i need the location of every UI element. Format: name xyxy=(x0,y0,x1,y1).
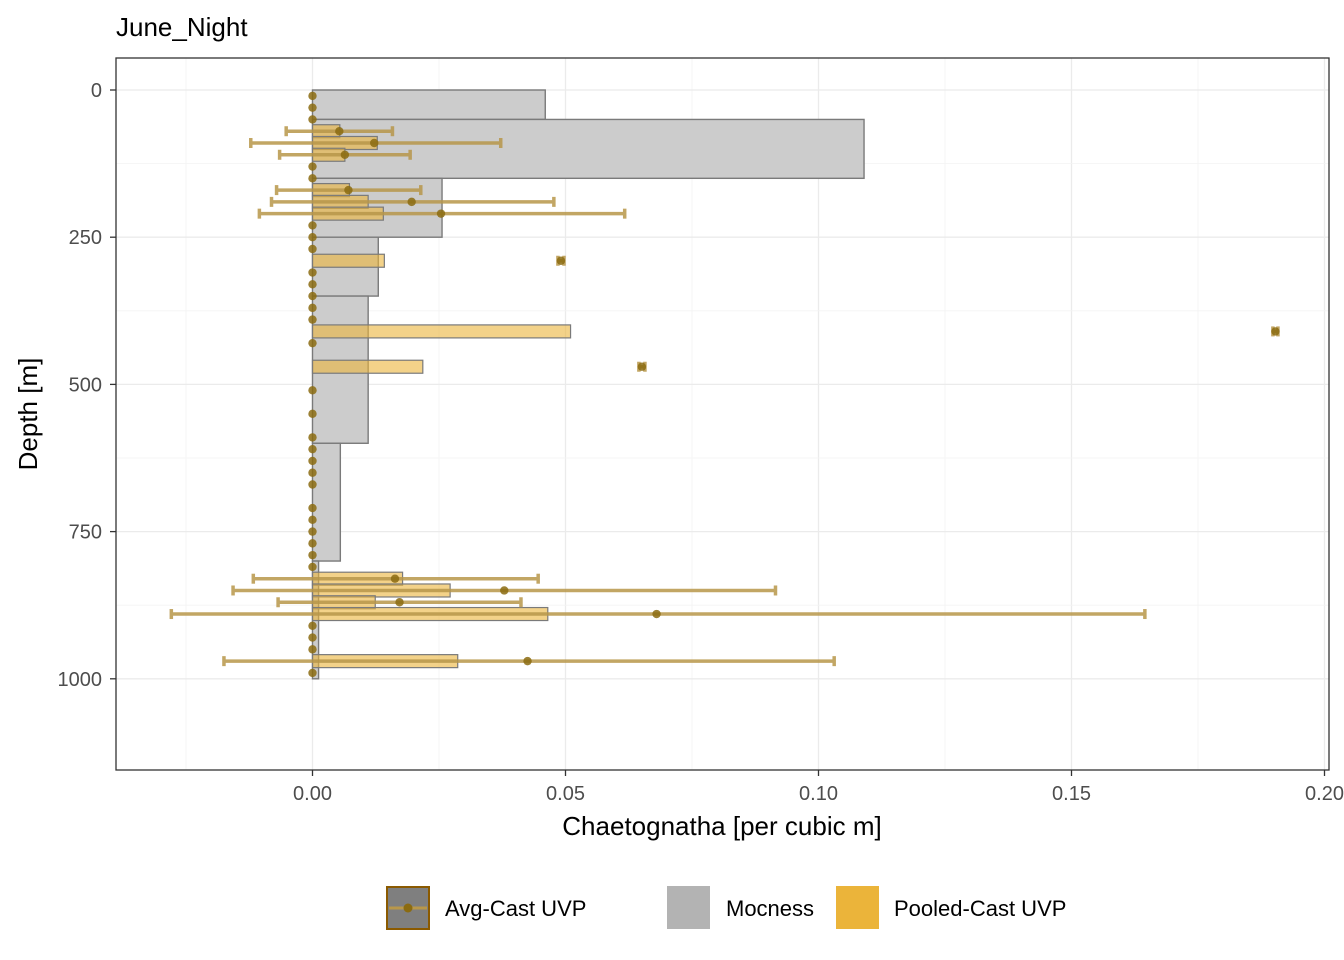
avg-cast-uvp-point xyxy=(308,527,317,536)
avg-cast-uvp-point xyxy=(308,268,317,277)
avg-cast-uvp-point xyxy=(436,209,446,218)
avg-cast-uvp-point xyxy=(556,256,566,265)
avg-cast-uvp-point xyxy=(308,221,317,230)
avg-cast-uvp-point xyxy=(308,174,317,183)
x-tick-label: 0.20 xyxy=(1305,783,1344,805)
avg-cast-uvp-point xyxy=(308,633,317,642)
y-tick-label: 0 xyxy=(91,80,102,102)
avg-cast-uvp-point xyxy=(308,291,317,301)
avg-cast-uvp-point xyxy=(308,621,317,631)
avg-cast-uvp-point xyxy=(652,609,661,619)
avg-cast-uvp-point xyxy=(308,386,317,395)
y-tick-label: 750 xyxy=(69,522,102,544)
x-tick-label: 0.00 xyxy=(293,783,332,805)
avg-cast-uvp-point xyxy=(308,539,317,548)
avg-cast-uvp-point xyxy=(308,503,317,513)
avg-cast-uvp-point xyxy=(308,433,317,442)
x-tick-label: 0.15 xyxy=(1052,783,1091,805)
pooled-cast-uvp-bar xyxy=(311,359,424,374)
x-axis-title: Chaetognatha [per cubic m] xyxy=(562,811,881,841)
avg-cast-uvp-point xyxy=(1271,327,1280,336)
legend-label-pooled-cast-uvp: Pooled-Cast UVP xyxy=(894,896,1066,921)
avg-cast-uvp-point xyxy=(335,127,344,136)
avg-cast-uvp-point xyxy=(523,656,532,666)
avg-cast-uvp-point xyxy=(308,468,317,477)
mocness-bar xyxy=(311,89,546,121)
mocness-bar xyxy=(311,118,865,180)
x-tick-label: 0.10 xyxy=(799,783,838,805)
legend-key-mocness xyxy=(667,886,710,929)
avg-cast-uvp-point xyxy=(308,515,317,525)
y-tick-label: 250 xyxy=(69,227,102,249)
pooled-cast-uvp-bar xyxy=(311,324,572,339)
avg-cast-uvp-point xyxy=(308,162,317,171)
avg-cast-uvp-points xyxy=(308,91,1280,678)
legend-key-pooled-cast-uvp xyxy=(836,886,879,929)
x-axis-ticks: 0.00 0.05 0.10 0.15 0.20 xyxy=(293,770,1344,805)
avg-cast-uvp-point xyxy=(308,315,317,324)
avg-cast-uvp-point xyxy=(308,409,317,419)
mocness-bar xyxy=(311,442,342,562)
avg-cast-uvp-point xyxy=(308,103,317,112)
chart-title: June_Night xyxy=(116,12,248,42)
avg-cast-uvp-point xyxy=(308,645,317,654)
avg-cast-uvp-point xyxy=(390,574,400,583)
legend: Avg-Cast UVP Mocness Pooled-Cast UVP xyxy=(386,886,1066,930)
avg-cast-uvp-point xyxy=(340,150,350,159)
y-tick-label: 500 xyxy=(69,374,102,396)
avg-cast-uvp-point xyxy=(500,586,509,595)
x-tick-label: 0.05 xyxy=(546,783,585,805)
y-axis-title: Depth [m] xyxy=(13,358,43,471)
avg-cast-uvp-point xyxy=(308,550,317,560)
pooled-cast-uvp-bar xyxy=(311,253,385,268)
legend-item-mocness: Mocness xyxy=(667,886,814,929)
avg-cast-uvp-point xyxy=(308,456,317,466)
avg-cast-uvp-point xyxy=(308,668,317,678)
avg-cast-uvp-point xyxy=(308,303,317,313)
avg-cast-uvp-point xyxy=(308,244,317,254)
legend-label-mocness: Mocness xyxy=(726,896,814,921)
avg-cast-uvp-point xyxy=(395,598,404,607)
legend-item-pooled-cast-uvp: Pooled-Cast UVP xyxy=(836,886,1066,929)
avg-cast-uvp-point xyxy=(308,280,317,289)
avg-cast-uvp-point xyxy=(308,115,317,124)
avg-cast-uvp-point xyxy=(407,197,416,207)
legend-item-avg-cast-uvp: Avg-Cast UVP xyxy=(386,886,586,930)
avg-cast-uvp-point xyxy=(308,480,317,489)
y-axis-ticks: 0 250 500 750 1000 xyxy=(58,80,116,691)
avg-cast-uvp-point xyxy=(637,362,647,371)
avg-cast-uvp-point xyxy=(308,233,317,242)
legend-key-avg-dot xyxy=(403,903,413,913)
plot-panel-border xyxy=(115,57,1330,771)
avg-cast-uvp-point xyxy=(308,562,317,572)
avg-cast-uvp-point xyxy=(370,138,379,148)
legend-label-avg-cast-uvp: Avg-Cast UVP xyxy=(445,896,586,921)
avg-cast-uvp-point xyxy=(308,91,317,101)
avg-cast-uvp-point xyxy=(344,185,353,195)
y-tick-label: 1000 xyxy=(58,669,103,691)
avg-cast-uvp-point xyxy=(308,444,317,454)
avg-cast-uvp-point xyxy=(308,338,317,348)
